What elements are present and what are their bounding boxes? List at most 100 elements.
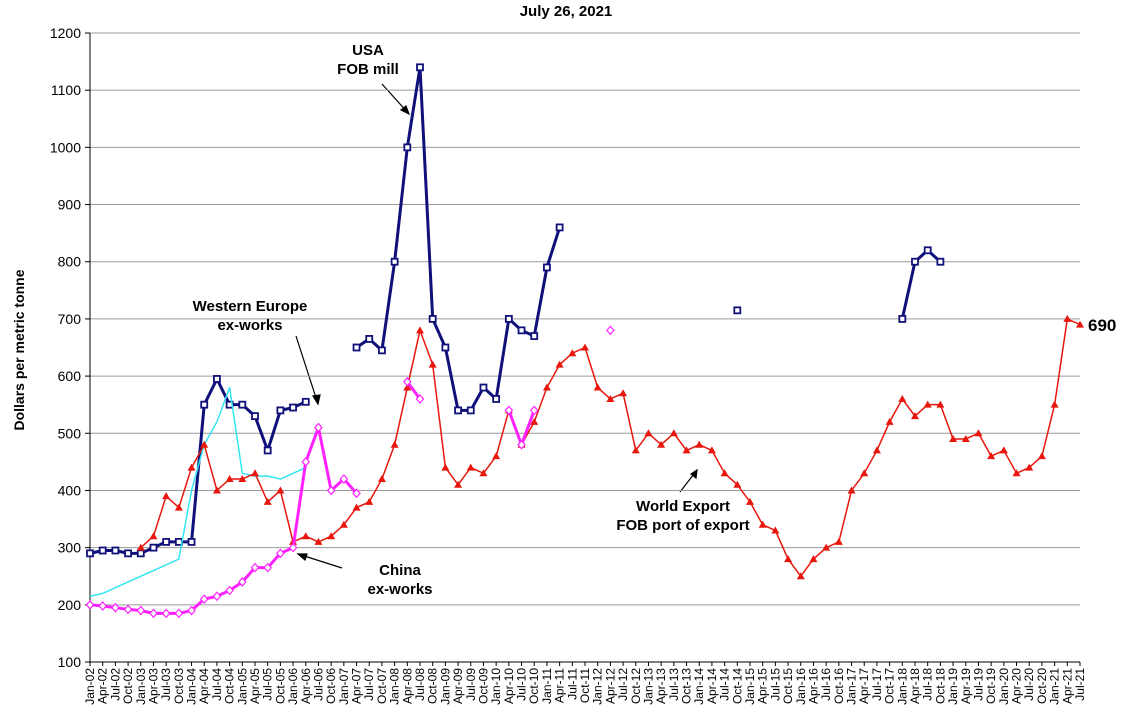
marker xyxy=(251,469,259,477)
x-tick-label: Jul-02 xyxy=(108,668,122,701)
x-tick-label: Apr-05 xyxy=(248,668,262,704)
marker xyxy=(1037,452,1046,460)
marker xyxy=(415,394,425,404)
marker xyxy=(123,604,133,615)
x-tick-label: Jul-13 xyxy=(667,668,681,701)
marker xyxy=(517,326,526,335)
marker xyxy=(1012,469,1021,477)
marker xyxy=(250,562,260,573)
marker xyxy=(162,538,171,546)
marker xyxy=(492,395,501,403)
marker xyxy=(200,440,209,448)
marker xyxy=(936,400,945,408)
x-tick-label: Oct-09 xyxy=(476,668,490,704)
x-tick-label: Jan-09 xyxy=(438,668,452,705)
arrow xyxy=(295,335,319,405)
marker xyxy=(365,335,374,343)
marker xyxy=(1025,463,1034,471)
x-tick-label: Jan-06 xyxy=(286,668,300,705)
marker xyxy=(390,440,399,448)
x-tick-label: Jul-14 xyxy=(718,668,732,701)
y-tick-label: 1000 xyxy=(50,139,81,155)
marker xyxy=(288,542,298,553)
x-tick-label: Oct-07 xyxy=(375,668,389,704)
x-tick-label: Jan-08 xyxy=(388,668,402,705)
marker xyxy=(479,469,488,477)
marker xyxy=(809,555,818,563)
marker xyxy=(314,422,323,433)
marker xyxy=(263,562,272,573)
series xyxy=(89,386,307,597)
x-tick-label: Jul-16 xyxy=(819,668,833,701)
x-tick-label: Oct-04 xyxy=(223,668,237,704)
marker xyxy=(911,412,919,420)
marker xyxy=(441,343,450,352)
marker xyxy=(98,601,107,611)
marker xyxy=(301,456,311,467)
marker xyxy=(212,486,221,494)
x-tick-label: Jul-12 xyxy=(616,668,630,701)
x-tick-label: Jan-14 xyxy=(692,668,706,705)
series-line xyxy=(140,318,1081,577)
arrow-head xyxy=(689,468,698,480)
y-tick-label: 1200 xyxy=(50,25,81,41)
marker xyxy=(339,520,348,528)
marker xyxy=(124,549,132,558)
x-tick-label: Jan-10 xyxy=(489,668,503,705)
x-tick-label: Oct-14 xyxy=(730,668,744,704)
marker xyxy=(555,223,564,232)
marker xyxy=(301,532,310,540)
x-tick-label: Jul-10 xyxy=(515,668,529,701)
marker xyxy=(212,591,222,602)
series-annotation: USA FOB mill xyxy=(337,42,399,78)
x-tick-label: Jan-19 xyxy=(946,668,960,705)
x-tick-label: Jul-09 xyxy=(464,668,478,701)
x-tick-label: Apr-16 xyxy=(806,668,820,704)
x-tick-label: Apr-07 xyxy=(350,668,364,704)
marker xyxy=(162,492,171,500)
y-tick-label: 300 xyxy=(58,540,82,556)
marker xyxy=(149,532,158,540)
marker xyxy=(98,546,107,555)
marker xyxy=(1050,400,1059,408)
marker xyxy=(403,143,412,152)
arrow-head xyxy=(296,553,308,562)
x-tick-label: Jul-11 xyxy=(565,668,579,700)
marker xyxy=(326,485,336,496)
y-tick-label: 700 xyxy=(58,311,82,327)
marker xyxy=(263,446,272,455)
marker xyxy=(961,434,970,442)
x-tick-label: Jan-11 xyxy=(540,668,554,704)
marker xyxy=(136,543,145,551)
marker xyxy=(568,349,577,357)
marker xyxy=(327,532,336,540)
x-tick-label: Jan-04 xyxy=(185,668,199,705)
marker xyxy=(517,439,526,450)
series-line xyxy=(900,248,942,320)
x-tick-label: Jan-16 xyxy=(794,668,808,705)
y-tick-label: 600 xyxy=(58,368,82,384)
x-tick-label: Jan-05 xyxy=(235,668,249,705)
series-annotation: World Export FOB port of export xyxy=(616,498,750,534)
marker xyxy=(987,452,996,460)
x-tick-label: Jan-12 xyxy=(591,668,605,705)
y-tick-label: 900 xyxy=(58,197,82,213)
marker xyxy=(593,383,602,391)
x-tick-label: Jul-07 xyxy=(362,668,376,701)
marker xyxy=(911,257,919,266)
marker xyxy=(276,548,285,559)
x-tick-label: Jul-17 xyxy=(870,668,884,701)
x-tick-label: Jan-02 xyxy=(83,668,97,705)
marker xyxy=(644,429,653,437)
marker xyxy=(454,406,462,415)
x-tick-label: Oct-15 xyxy=(781,668,795,704)
marker xyxy=(149,608,158,619)
x-tick-label: Apr-10 xyxy=(502,668,516,704)
y-tick-label: 500 xyxy=(58,425,82,441)
x-tick-label: Jan-21 xyxy=(1048,668,1062,705)
annotation-arrows xyxy=(295,83,698,569)
marker xyxy=(365,497,374,505)
marker xyxy=(847,486,856,494)
